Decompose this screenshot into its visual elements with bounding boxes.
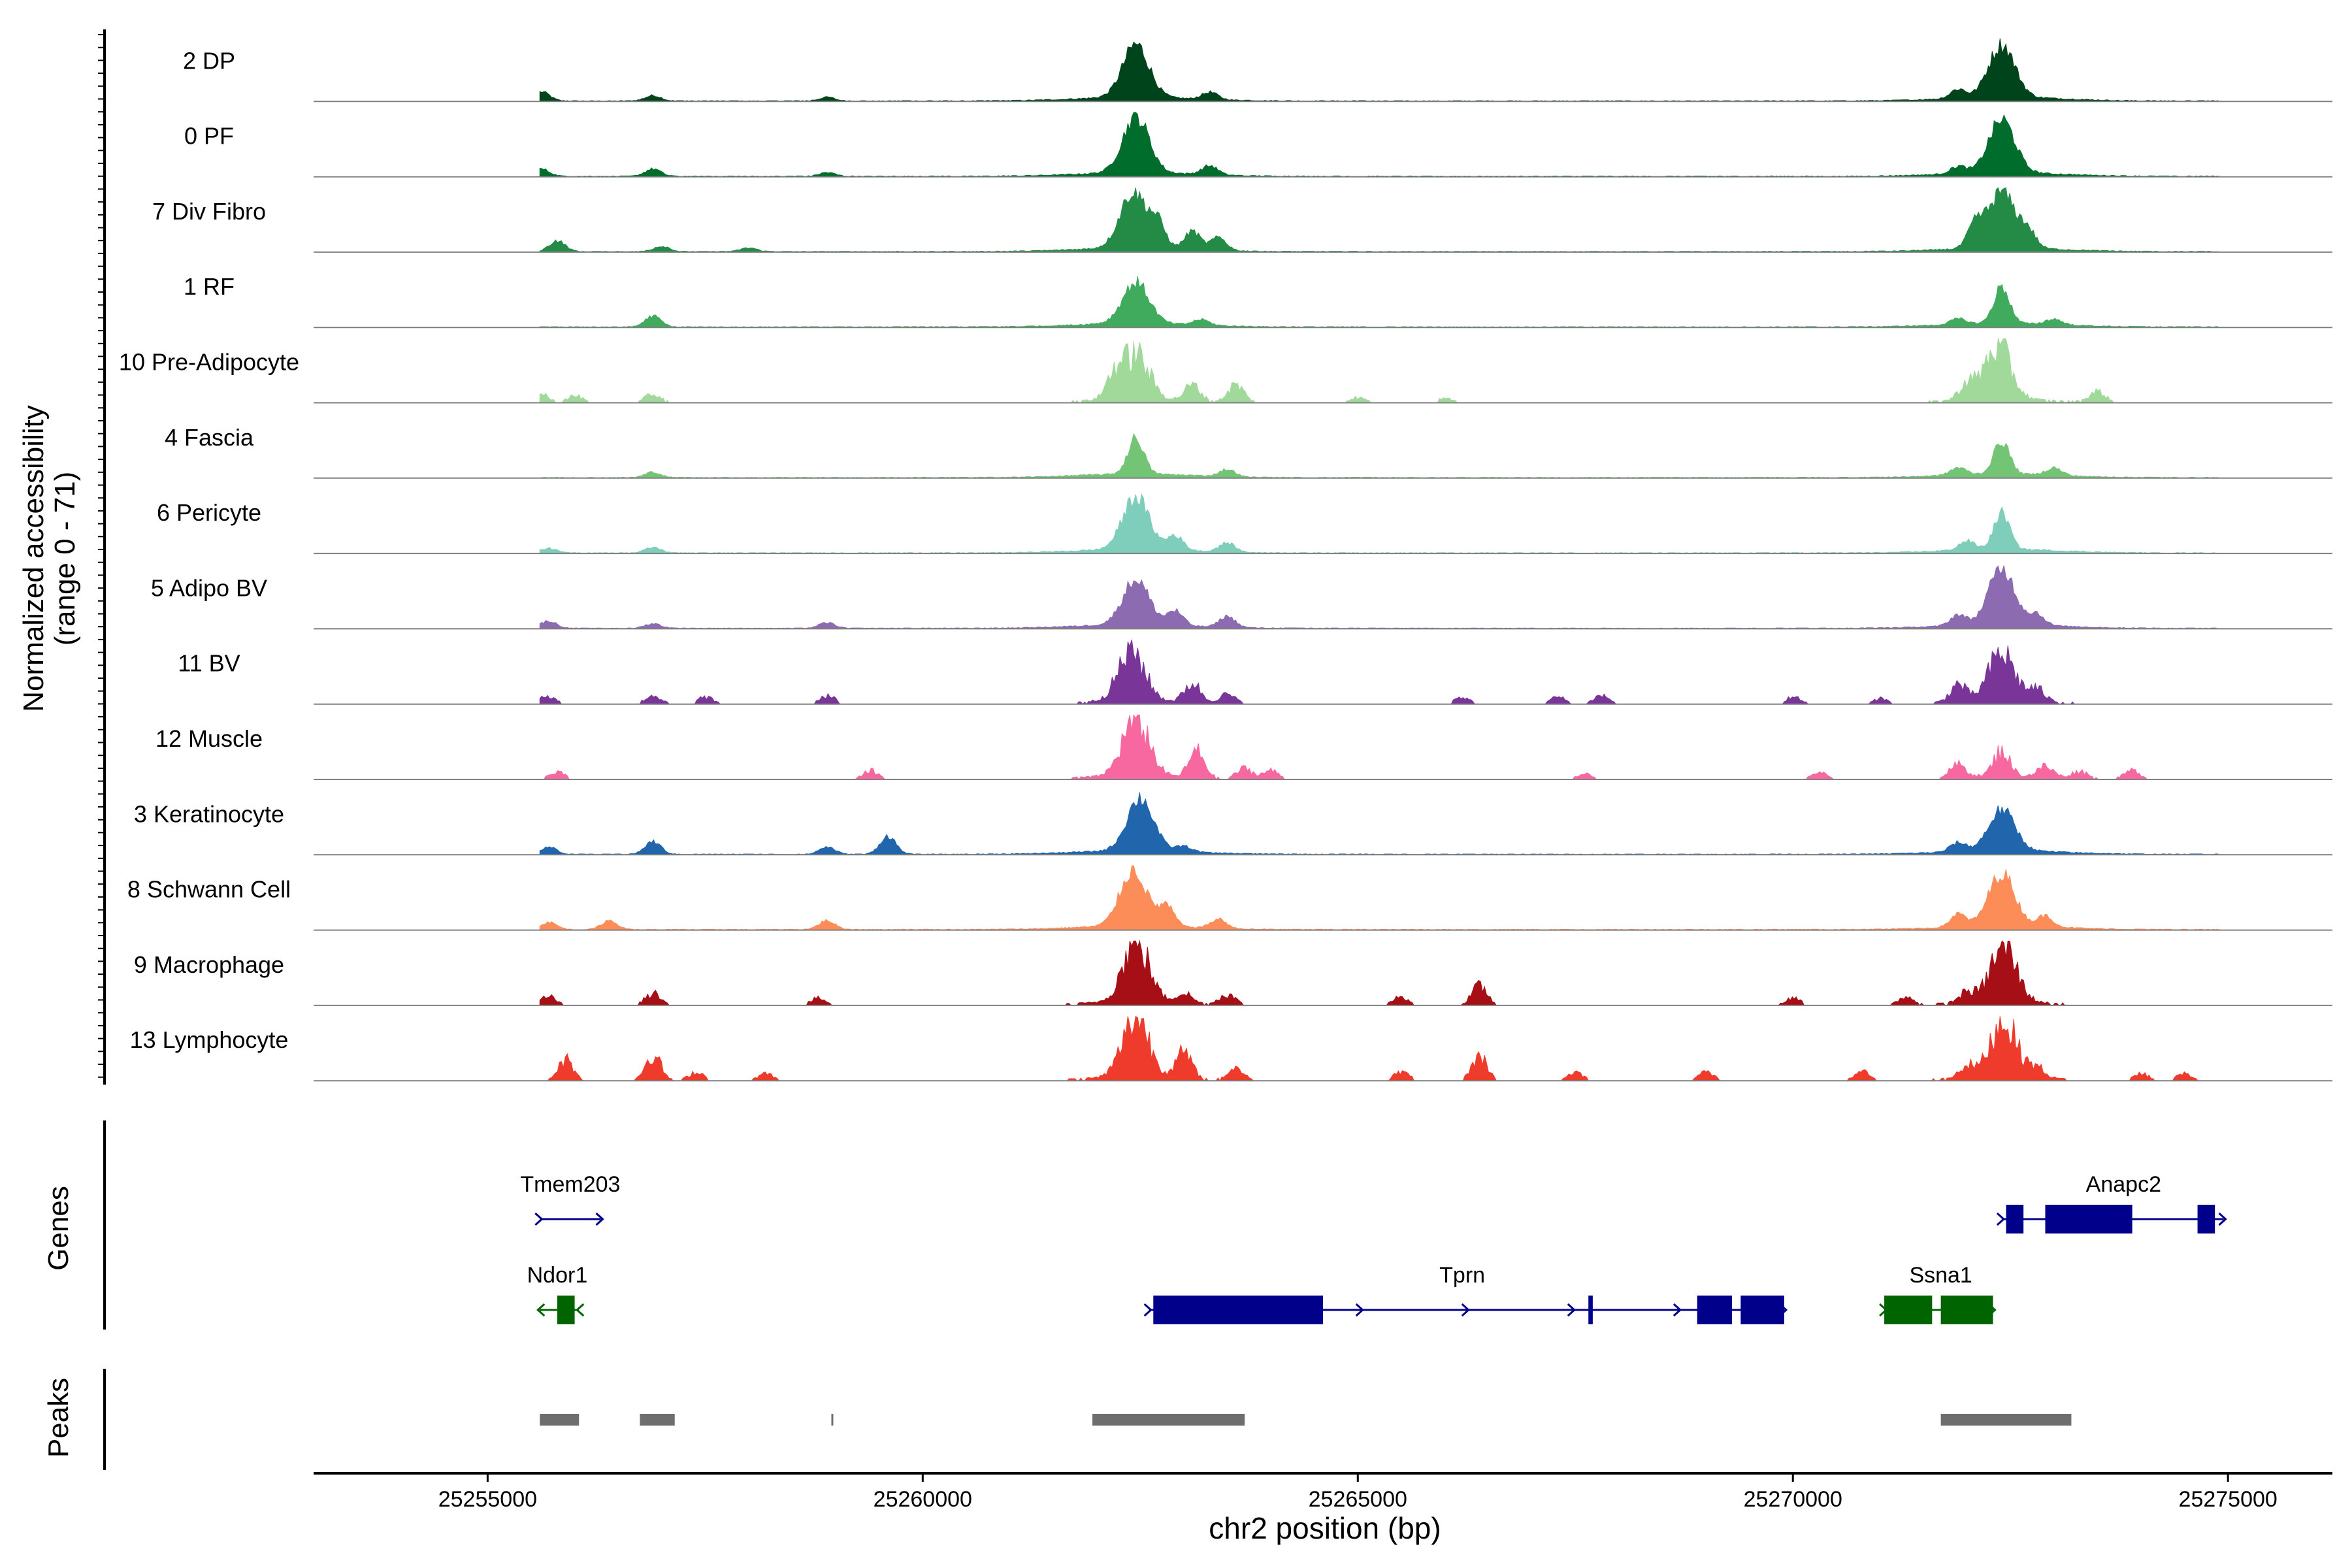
peak-region (640, 1414, 675, 1426)
track-label-11-bv: 11 BV (178, 650, 240, 677)
gene-exon-tprn (1740, 1296, 1784, 1324)
gene-exon-anapc2 (2045, 1205, 2132, 1233)
gene-exon-anapc2 (2006, 1205, 2024, 1233)
gene-exon-ndor1 (557, 1296, 575, 1324)
peak-panel (103, 1369, 2072, 1470)
gene-strand-chevron (595, 1212, 604, 1226)
peak-region (1092, 1414, 1245, 1426)
gene-label-ndor1: Ndor1 (527, 1263, 588, 1288)
coverage-area-9-macrophage (539, 939, 2219, 1006)
track-label-6-pericyte: 6 Pericyte (157, 499, 261, 526)
gene-panel: Tmem203 Anapc2 Ndor1 Tprn Ssna1 (103, 1120, 2227, 1330)
track-label-5-adipo-bv: 5 Adipo BV (151, 574, 267, 601)
coverage-area-7-div-fibro (539, 187, 2219, 253)
coverage-area-6-pericyte (539, 493, 2219, 554)
x-tick-label: 25265000 (1309, 1487, 1407, 1512)
gene-strand-chevron (1996, 1212, 2006, 1226)
x-tick-label: 25255000 (438, 1487, 537, 1512)
x-axis-title: chr2 position (bp) (1209, 1511, 1441, 1545)
coverage-area-8-schwann-cell (539, 865, 2220, 931)
gene-exon-tprn (1153, 1296, 1323, 1324)
coverage-area-10-pre-adipocyte (539, 338, 2219, 404)
x-tick-label: 25270000 (1744, 1487, 1842, 1512)
gene-label-tprn: Tprn (1439, 1263, 1485, 1288)
gene-strand-chevron (1143, 1303, 1152, 1317)
coverage-area-5-adipo-bv (539, 565, 2219, 629)
gene-label-tmem203: Tmem203 (520, 1172, 620, 1197)
gene-strand-chevron (1567, 1303, 1576, 1317)
coverage-area-12-muscle (540, 713, 2219, 781)
peaks-panel-label: Peaks (42, 1378, 74, 1458)
peak-region (540, 1414, 580, 1426)
track-label-8-schwann-cell: 8 Schwann Cell (127, 876, 291, 903)
gene-exon-tprn (1588, 1296, 1593, 1324)
genes-panel-label: Genes (42, 1186, 74, 1271)
coverage-area-2-dp (539, 38, 2220, 102)
track-label-10-pre-adipocyte: 10 Pre-Adipocyte (119, 349, 299, 376)
y-axis-range: (range 0 - 71) (49, 472, 81, 646)
track-labels: 2 DP 0 PF 7 Div Fibro 1 RF 10 Pre-Adipocyte 4… (119, 47, 299, 1053)
track-label-9-macrophage: 9 Macrophage (134, 951, 284, 978)
coverage-area-13-lymphocyte (540, 1015, 2219, 1082)
coverage-area-4-fascia (539, 433, 2220, 479)
gene-label-anapc2: Anapc2 (2086, 1172, 2161, 1197)
track-label-3-keratinocyte: 3 Keratinocyte (134, 800, 284, 827)
coverage-area-0-pf (539, 112, 2220, 178)
gene-strand-chevron (1355, 1303, 1364, 1317)
peak-region (831, 1414, 834, 1426)
gene-label-ssna1: Ssna1 (1909, 1263, 1972, 1288)
gene-strand-chevron (536, 1303, 546, 1317)
gene-strand-chevron (1673, 1303, 1682, 1317)
coverage-tracks (314, 38, 2332, 1082)
gene-strand-chevron (1461, 1303, 1471, 1317)
y-axis-title: Normalized accessibility (18, 405, 50, 711)
track-label-0-pf: 0 PF (184, 123, 234, 150)
gene-exon-ssna1 (1884, 1296, 1933, 1324)
y-axis (98, 29, 106, 1085)
gene-exon-tprn (1697, 1296, 1732, 1324)
x-tick-label: 25275000 (2179, 1487, 2278, 1512)
track-label-1-rf: 1 RF (184, 273, 235, 300)
coverage-area-1-rf (539, 276, 2220, 328)
x-axis: 25255000 25260000 25265000 25270000 25275000 (314, 1472, 2332, 1512)
gene-strand-chevron (534, 1212, 544, 1226)
gene-exon-ssna1 (1940, 1296, 1993, 1324)
gene-strand-chevron (2218, 1212, 2227, 1226)
track-label-7-div-fibro: 7 Div Fibro (152, 198, 266, 225)
coverage-area-11-bv (539, 639, 2219, 705)
track-label-2-dp: 2 DP (183, 47, 235, 74)
x-tick-label: 25260000 (874, 1487, 972, 1512)
gene-exon-anapc2 (2197, 1205, 2215, 1233)
track-label-12-muscle: 12 Muscle (155, 725, 263, 752)
peak-region (1940, 1414, 2072, 1426)
track-label-13-lymphocyte: 13 Lymphocyte (130, 1026, 289, 1053)
coverage-area-3-keratinocyte (539, 792, 2220, 855)
track-label-4-fascia: 4 Fascia (165, 424, 254, 451)
gene-strand-chevron (575, 1303, 585, 1317)
